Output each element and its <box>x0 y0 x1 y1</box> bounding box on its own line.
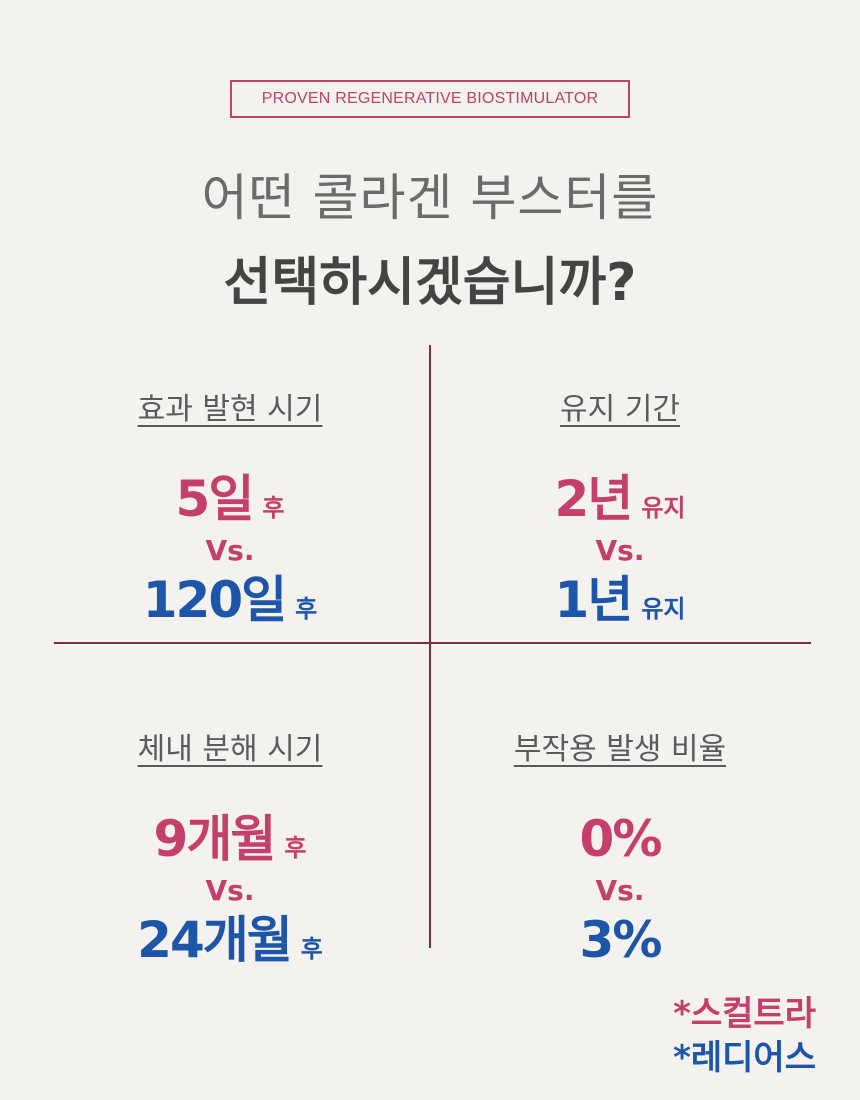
quadrant-title: 효과 발현 시기 <box>138 384 323 428</box>
radiesse-value: 120일 <box>143 575 285 625</box>
vs-label: Vs. <box>30 874 430 907</box>
quadrant-title: 체내 분해 시기 <box>138 724 323 768</box>
radiesse-suffix: 후 <box>301 937 323 961</box>
vs-label: Vs. <box>420 534 820 567</box>
headline-line-2: 선택하시겠습니까? <box>0 240 860 315</box>
vs-label: Vs. <box>420 874 820 907</box>
tagline-badge: PROVEN REGENERATIVE BIOSTIMULATOR <box>230 80 630 118</box>
legend-radiesse: *레디어스 <box>673 1030 816 1079</box>
quadrant-side-effects: 부작용 발생 비율 0% Vs. 3% <box>420 724 820 965</box>
quadrant-duration: 유지 기간 2년 유지 Vs. 1년 유지 <box>420 384 820 625</box>
headline-line-1: 어떤 콜라겐 부스터를 <box>0 158 860 230</box>
legend-sculptra: *스컬트라 <box>673 986 816 1035</box>
sculptra-value: 2년 <box>555 474 632 524</box>
sculptra-value-row: 0% <box>420 814 820 864</box>
sculptra-value-row: 5일 후 <box>30 474 430 524</box>
quadrant-onset: 효과 발현 시기 5일 후 Vs. 120일 후 <box>30 384 430 625</box>
sculptra-value: 5일 <box>176 474 253 524</box>
radiesse-value-row: 1년 유지 <box>420 575 820 625</box>
sculptra-suffix: 유지 <box>641 496 685 520</box>
radiesse-suffix: 후 <box>295 597 317 621</box>
radiesse-value: 24개월 <box>137 915 291 965</box>
sculptra-value: 9개월 <box>154 814 275 864</box>
sculptra-value-row: 2년 유지 <box>420 474 820 524</box>
radiesse-value: 3% <box>580 915 661 965</box>
sculptra-value: 0% <box>580 814 661 864</box>
vs-label: Vs. <box>30 534 430 567</box>
quadrant-title: 유지 기간 <box>560 384 680 428</box>
sculptra-suffix: 후 <box>262 496 284 520</box>
horizontal-divider <box>54 642 811 644</box>
sculptra-value-row: 9개월 후 <box>30 814 430 864</box>
radiesse-value: 1년 <box>555 575 632 625</box>
radiesse-value-row: 24개월 후 <box>30 915 430 965</box>
radiesse-value-row: 120일 후 <box>30 575 430 625</box>
quadrant-title: 부작용 발생 비율 <box>514 724 726 768</box>
radiesse-value-row: 3% <box>420 915 820 965</box>
quadrant-degradation: 체내 분해 시기 9개월 후 Vs. 24개월 후 <box>30 724 430 965</box>
sculptra-suffix: 후 <box>284 836 306 860</box>
radiesse-suffix: 유지 <box>641 597 685 621</box>
